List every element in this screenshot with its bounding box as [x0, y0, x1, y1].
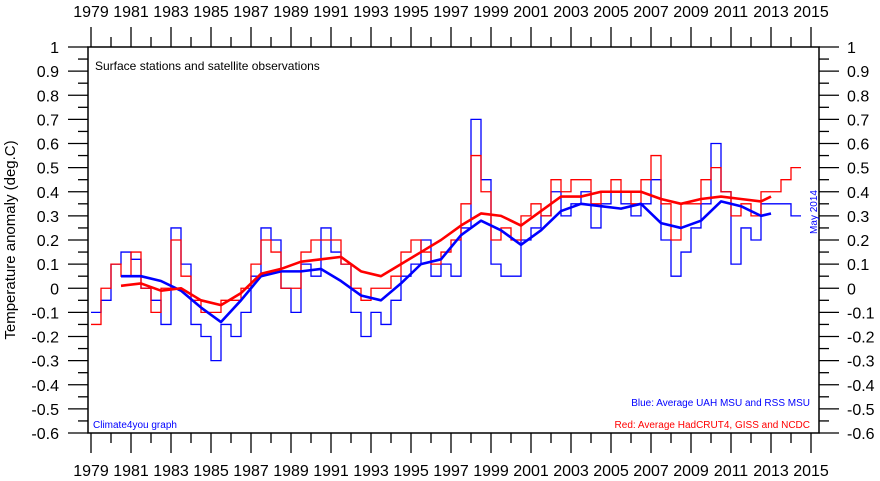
x-tick-label-top: 1995 — [393, 4, 429, 21]
x-tick-label-bottom: 2005 — [593, 463, 629, 480]
y-tick-label-left: 0.1 — [37, 257, 59, 274]
y-tick-label-left: 0.6 — [37, 137, 59, 154]
y-tick-label-right: -0.1 — [847, 305, 875, 322]
y-tick-label-left: 0.9 — [37, 64, 59, 81]
y-tick-label-left: -0.1 — [31, 305, 59, 322]
x-tick-label-bottom: 2003 — [553, 463, 589, 480]
x-tick-label-top: 2015 — [793, 4, 829, 21]
y-tick-label-right: -0.2 — [847, 330, 875, 347]
y-tick-label-left: 0.3 — [37, 209, 59, 226]
y-tick-label-right: 0.2 — [847, 233, 869, 250]
x-tick-label-top: 1981 — [113, 4, 149, 21]
x-tick-label-bottom: 2009 — [673, 463, 709, 480]
y-tick-label-left: 0.8 — [37, 88, 59, 105]
x-tick-label-top: 1983 — [153, 4, 189, 21]
y-tick-label-right: 0.9 — [847, 64, 869, 81]
credit-label: Climate4you graph — [93, 420, 177, 431]
x-tick-label-top: 2009 — [673, 4, 709, 21]
y-tick-label-left: -0.6 — [31, 426, 59, 443]
x-tick-label-bottom: 1989 — [273, 463, 309, 480]
x-tick-label-top: 2013 — [753, 4, 789, 21]
x-tick-label-bottom: 1993 — [353, 463, 389, 480]
x-tick-label-bottom: 1999 — [473, 463, 509, 480]
y-tick-label-left: -0.3 — [31, 354, 59, 371]
y-tick-label-right: 0.8 — [847, 88, 869, 105]
y-tick-label-right: 0 — [847, 281, 856, 298]
red-running-mean-line — [120, 190, 772, 307]
blue-running-mean-line — [121, 200, 772, 324]
y-tick-label-right: -0.3 — [847, 354, 875, 371]
y-tick-label-left: -0.2 — [31, 330, 59, 347]
y-tick-label-right: -0.4 — [847, 378, 875, 395]
x-tick-label-bottom: 1985 — [193, 463, 229, 480]
x-tick-label-top: 2007 — [633, 4, 669, 21]
blue-monthly-series — [91, 118, 801, 362]
x-tick-label-top: 2005 — [593, 4, 629, 21]
x-tick-label-top: 1987 — [233, 4, 269, 21]
x-tick-label-top: 1993 — [353, 4, 389, 21]
chart-title: Surface stations and satellite observati… — [95, 59, 320, 73]
y-tick-label-right: -0.5 — [847, 402, 875, 419]
x-tick-label-bottom: 1979 — [73, 463, 109, 480]
x-tick-label-top: 2003 — [553, 4, 589, 21]
legend-red: Red: Average HadCRUT4, GISS and NCDC — [615, 420, 810, 431]
x-tick-label-bottom: 1997 — [433, 463, 469, 480]
x-tick-label-top: 1979 — [73, 4, 109, 21]
x-tick-label-bottom: 1995 — [393, 463, 429, 480]
red-monthly-series — [91, 154, 801, 326]
x-tick-label-bottom: 2015 — [793, 463, 829, 480]
x-tick-label-top: 2001 — [513, 4, 549, 21]
x-tick-label-bottom: 1987 — [233, 463, 269, 480]
y-tick-label-right: 0.6 — [847, 137, 869, 154]
y-tick-label-right: -0.6 — [847, 426, 875, 443]
date-stamp: May 2014 — [809, 190, 820, 234]
y-tick-label-left: -0.5 — [31, 402, 59, 419]
y-tick-label-right: 0.3 — [847, 209, 869, 226]
y-tick-label-left: 1 — [50, 40, 59, 57]
y-tick-label-left: 0 — [50, 281, 59, 298]
x-tick-label-bottom: 2013 — [753, 463, 789, 480]
y-axis-label: Temperature anomaly (deg.C) — [2, 140, 19, 339]
y-tick-label-left: 0.7 — [37, 112, 59, 129]
x-tick-label-top: 1985 — [193, 4, 229, 21]
x-tick-label-top: 1997 — [433, 4, 469, 21]
y-tick-label-right: 0.5 — [847, 161, 869, 178]
y-tick-label-left: 0.4 — [37, 185, 59, 202]
x-tick-label-bottom: 2001 — [513, 463, 549, 480]
y-tick-label-right: 1 — [847, 40, 856, 57]
x-tick-label-bottom: 1981 — [113, 463, 149, 480]
x-tick-label-top: 1999 — [473, 4, 509, 21]
x-tick-label-top: 2011 — [714, 4, 749, 21]
x-tick-label-bottom: 2007 — [633, 463, 669, 480]
y-tick-label-right: 0.7 — [847, 112, 869, 129]
y-tick-label-left: 0.2 — [37, 233, 59, 250]
legend-blue: Blue: Average UAH MSU and RSS MSU — [631, 398, 810, 409]
x-tick-label-top: 1989 — [273, 4, 309, 21]
y-tick-label-right: 0.1 — [847, 257, 869, 274]
x-tick-label-top: 1991 — [313, 4, 349, 21]
y-tick-label-right: 0.4 — [847, 185, 869, 202]
x-tick-label-bottom: 2011 — [714, 463, 749, 480]
y-tick-label-left: -0.4 — [31, 378, 59, 395]
y-tick-label-left: 0.5 — [37, 161, 59, 178]
x-tick-label-bottom: 1991 — [313, 463, 349, 480]
x-tick-label-bottom: 1983 — [153, 463, 189, 480]
